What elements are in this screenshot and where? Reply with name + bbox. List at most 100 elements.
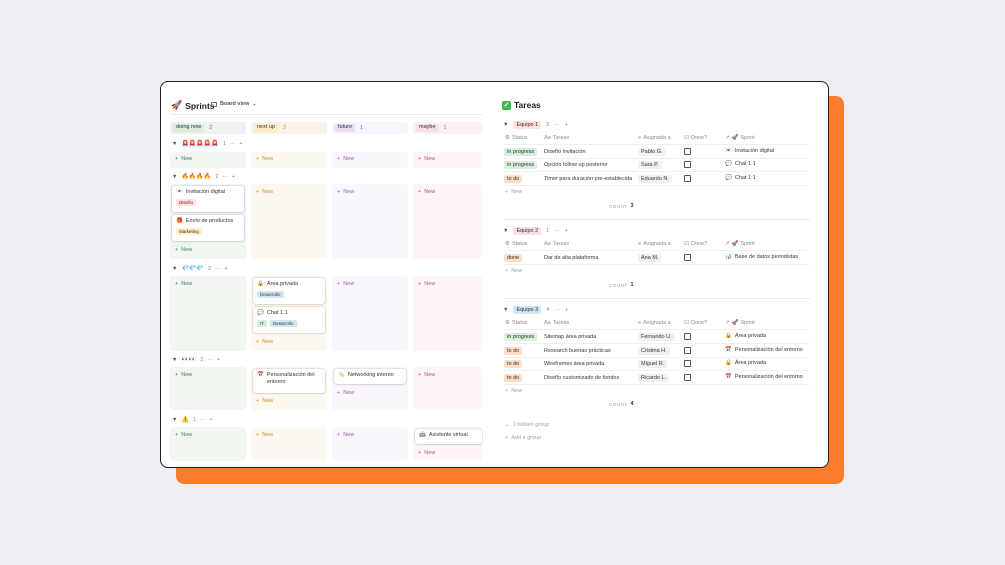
sprint-link[interactable]: 💬 Chat 1:1 (725, 161, 756, 167)
done-checkbox[interactable] (684, 347, 691, 354)
done-checkbox[interactable] (684, 161, 691, 168)
more-icon[interactable]: ··· (554, 307, 560, 313)
group-header[interactable]: ▼ 💎💎💎 2 ··· + (172, 265, 228, 273)
task-name[interactable]: Sitemap área privada (544, 334, 597, 340)
more-icon[interactable]: ··· (554, 122, 560, 128)
group-header[interactable]: ▼ ⚠️ 1 ··· + (172, 416, 213, 424)
header-sprint[interactable]: ↗ 🚀 Sprint (725, 135, 755, 141)
header-done[interactable]: ☑ Done? (684, 135, 708, 141)
done-checkbox[interactable] (684, 333, 691, 340)
header-done[interactable]: ☑ Done? (684, 320, 708, 326)
header-asignada[interactable]: ≡ Asignada a (638, 135, 671, 141)
header-status[interactable]: ⚙ Status (505, 320, 528, 326)
new-button[interactable]: + New (418, 450, 436, 456)
plus-icon[interactable]: + (564, 122, 568, 128)
task-name[interactable]: Opción follow up posterior (544, 162, 608, 168)
task-name[interactable]: Dar de alta plataforma (544, 255, 599, 261)
plus-icon[interactable]: + (239, 140, 243, 147)
done-checkbox[interactable] (684, 374, 691, 381)
header-tareas[interactable]: Aa Tareas (544, 135, 570, 141)
new-button[interactable]: + New (418, 189, 436, 195)
group-header[interactable]: ▼ 🚨🚨🚨🚨🚨 1 ··· + (172, 140, 243, 148)
sprint-link[interactable]: 📅 Personalización del entorno (725, 347, 803, 353)
more-icon[interactable]: ··· (207, 356, 213, 363)
hidden-group-toggle[interactable]: ⌄ 1 hidden group (505, 422, 550, 428)
plus-icon[interactable]: + (564, 228, 568, 234)
sprint-link[interactable]: 💬 Chat 1:1 (725, 175, 756, 181)
assignee[interactable]: Eduardo N. (638, 175, 672, 183)
header-asignada[interactable]: ≡ Asignada a (638, 241, 671, 247)
new-button[interactable]: + New (337, 390, 355, 396)
board-view-selector[interactable]: Board view ⌄ (211, 101, 257, 107)
plus-icon[interactable]: + (564, 307, 568, 313)
done-checkbox[interactable] (684, 175, 691, 182)
header-status[interactable]: ⚙ Status (505, 241, 528, 247)
assignee[interactable]: Pablo G. (638, 148, 666, 156)
more-icon[interactable]: ··· (222, 173, 228, 180)
sprint-link[interactable]: 📅 Personalización del entorno (725, 374, 803, 380)
new-button[interactable]: + New (256, 156, 274, 162)
column-maybe[interactable]: maybe 1 (413, 122, 482, 134)
sprint-link[interactable]: 📊 Base de datos periodistas (725, 254, 799, 260)
new-button[interactable]: + New (337, 189, 355, 195)
header-tareas[interactable]: Aa Tareas (544, 320, 570, 326)
new-button[interactable]: + New (337, 432, 355, 438)
card-invitacion-digital[interactable]: 💌 Invitación digital Diseño (172, 186, 244, 212)
task-name[interactable]: Diseño invitación (544, 149, 586, 155)
task-name[interactable]: Timer para duración pre-establecida (544, 176, 633, 182)
column-doing-now[interactable]: doing now 2 (170, 122, 246, 134)
header-sprint[interactable]: ↗ 🚀 Sprint (725, 320, 755, 326)
plus-icon[interactable]: + (209, 416, 213, 423)
more-icon[interactable]: ··· (200, 416, 206, 423)
new-button[interactable]: + New (175, 247, 193, 253)
new-row-button[interactable]: + New (505, 189, 523, 195)
more-icon[interactable]: ··· (214, 265, 221, 272)
done-checkbox[interactable] (684, 148, 691, 155)
card-envio-productos[interactable]: 🎁 Envío de productos Marketing (172, 215, 244, 241)
new-button[interactable]: + New (418, 156, 436, 162)
new-button[interactable]: + New (256, 189, 274, 195)
new-button[interactable]: + New (175, 432, 193, 438)
header-done[interactable]: ☑ Done? (684, 241, 708, 247)
sprint-link[interactable]: 💌 Invitación digital (725, 148, 774, 154)
header-status[interactable]: ⚙ Status (505, 135, 528, 141)
plus-icon[interactable]: + (231, 173, 236, 180)
sprint-link[interactable]: 🔒 Área privada (725, 360, 767, 366)
column-next-up[interactable]: next up 3 (251, 122, 327, 134)
team-group-header[interactable]: ▼ Equipo 1 3 ··· + (503, 121, 568, 129)
team-group-header[interactable]: ▼ Equipo 3 4 ··· + (503, 306, 568, 314)
more-icon[interactable]: ··· (554, 228, 560, 234)
column-future[interactable]: future 1 (332, 122, 408, 134)
more-icon[interactable]: ··· (229, 140, 236, 147)
new-button[interactable]: + New (418, 372, 436, 378)
new-button[interactable]: + New (337, 156, 355, 162)
plus-icon[interactable]: + (216, 356, 221, 363)
new-row-button[interactable]: + New (505, 388, 523, 394)
plus-icon[interactable]: + (224, 265, 228, 272)
new-button[interactable]: + New (175, 372, 193, 378)
new-button[interactable]: + New (256, 432, 274, 438)
sprint-link[interactable]: 🔒 Área privada (725, 333, 767, 339)
add-group-button[interactable]: + Add a group (505, 435, 542, 441)
card-chat[interactable]: 💬 Chat 1:1 IT Desarrollo (253, 307, 325, 333)
done-checkbox[interactable] (684, 360, 691, 367)
assignee[interactable]: Cristina H. (638, 347, 670, 355)
group-header[interactable]: ▼ 👀👀 2 ··· + (172, 356, 221, 364)
new-button[interactable]: + New (175, 156, 193, 162)
assignee[interactable]: Fernando U. (638, 333, 675, 341)
new-button[interactable]: + New (256, 398, 274, 404)
assignee[interactable]: Sara P. (638, 161, 662, 169)
new-button[interactable]: + New (256, 339, 274, 345)
new-row-button[interactable]: + New (505, 268, 523, 274)
done-checkbox[interactable] (684, 254, 691, 261)
card-personalizacion-entorno[interactable]: 📅 Personalización del entorno (253, 369, 325, 393)
header-tareas[interactable]: Aa Tareas (544, 241, 570, 247)
task-name[interactable]: Diseño customizado de fondos (544, 375, 620, 381)
assignee[interactable]: Ana M. (638, 254, 662, 262)
header-asignada[interactable]: ≡ Asignada a (638, 320, 671, 326)
assignee[interactable]: Ricardo L. (638, 374, 670, 382)
new-button[interactable]: + New (418, 281, 436, 287)
card-asistente-virtual[interactable]: 🤖 Asistente virtual (415, 429, 482, 444)
header-sprint[interactable]: ↗ 🚀 Sprint (725, 241, 755, 247)
assignee[interactable]: Miguel R. (638, 360, 668, 368)
